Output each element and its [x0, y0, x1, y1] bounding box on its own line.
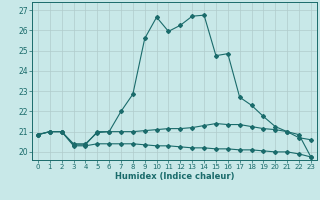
X-axis label: Humidex (Indice chaleur): Humidex (Indice chaleur): [115, 172, 234, 181]
